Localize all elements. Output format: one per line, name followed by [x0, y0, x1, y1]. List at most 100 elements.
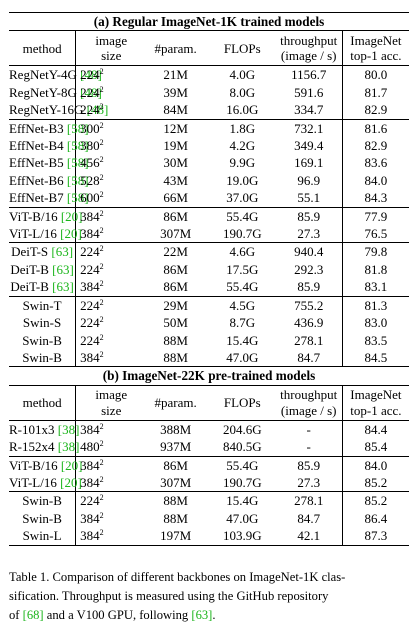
- params-cell: 88M: [163, 349, 188, 365]
- params-cell: 88M: [163, 332, 188, 348]
- method-name: EffNet-B5: [9, 155, 64, 171]
- throughput-cell: 169.1: [294, 155, 324, 171]
- citation-link[interactable]: [20]: [60, 226, 82, 242]
- image-size-cell: 3842: [75, 527, 143, 546]
- method-name: Swin-B: [22, 349, 62, 365]
- citation-link[interactable]: [38]: [57, 439, 80, 455]
- table-row: RegNetY-4G [48] 2242 21M 4.0G 1156.7 80.0: [9, 65, 409, 84]
- backbone-comparison-table: (a) Regular ImageNet-1K trained models me…: [9, 11, 409, 546]
- method-name: R-152x4: [9, 439, 55, 455]
- table-row: Swin-T 2242 29M 4.5G 755.2 81.3: [9, 295, 409, 315]
- flops-cell: 15.4G: [226, 332, 259, 348]
- table-caption: Table 1. Comparison of different backbon…: [9, 568, 409, 625]
- throughput-cell: 278.1: [294, 332, 324, 348]
- method-cell: Swin-B: [9, 349, 76, 367]
- caption-text: and a V100 GPU, following: [43, 608, 192, 622]
- throughput-cell: -: [306, 439, 311, 455]
- flops-cell: 47.0G: [226, 349, 259, 365]
- method-cell: RegNetY-16G [48]: [9, 101, 108, 119]
- throughput-cell: 591.6: [294, 84, 324, 100]
- table-row: ViT-B/16 [20] 3842 86M 55.4G 85.9 84.0: [9, 455, 409, 474]
- method-cell: EffNet-B4 [58]: [9, 137, 89, 154]
- method-cell: Swin-B: [9, 510, 76, 527]
- flops-cell: 1.8G: [208, 118, 276, 138]
- params-cell: 86M: [163, 261, 188, 277]
- accuracy-cell: 81.3: [341, 295, 409, 315]
- citation-link[interactable]: [68]: [22, 608, 44, 622]
- method-name: EffNet-B6: [9, 172, 64, 188]
- section-title: (b) ImageNet-22K pre-trained models: [9, 366, 409, 386]
- throughput-cell: -: [275, 419, 343, 439]
- accuracy-cell: 85.2: [341, 491, 409, 510]
- method-name: R-101x3: [9, 421, 55, 437]
- header-method: method: [22, 394, 62, 410]
- superscript-squared: 2: [99, 528, 104, 538]
- citation-link[interactable]: [38]: [57, 421, 80, 437]
- image-size-value: 384: [80, 457, 100, 473]
- table-row: DeiT-S [63] 2242 22M 4.6G 940.4 79.8: [9, 242, 409, 261]
- method-name: RegNetY-8G: [9, 84, 77, 100]
- throughput-cell: 334.7: [294, 102, 324, 118]
- table-row: Swin-B 2242 88M 15.4G 278.1 83.5: [9, 331, 409, 349]
- image-size-value: 380: [80, 138, 100, 154]
- citation-link[interactable]: [63]: [52, 279, 74, 295]
- header-accuracy: ImageNet top-1 acc.: [341, 30, 409, 66]
- accuracy-cell: 83.6: [341, 154, 409, 172]
- image-size-cell: 2242: [75, 83, 143, 102]
- method-cell: ViT-B/16 [20]: [9, 455, 83, 474]
- accuracy-cell: 82.9: [341, 101, 409, 120]
- params-cell: 937M: [160, 439, 192, 455]
- method-name: Swin-S: [22, 315, 62, 331]
- method-cell: ViT-B/16 [20]: [9, 206, 83, 226]
- image-size-value: 384: [80, 208, 100, 224]
- method-cell: DeiT-B [63]: [9, 261, 76, 278]
- throughput-cell: 85.9: [275, 455, 343, 474]
- caption-line-1: Table 1. Comparison of different backbon…: [9, 570, 346, 584]
- section-title: (a) Regular ImageNet-1K trained models: [9, 11, 409, 32]
- throughput-cell: 349.4: [294, 138, 324, 154]
- flops-cell: 8.7G: [229, 315, 256, 331]
- table-row: EffNet-B4 [58] 3802 19M 4.2G 349.4 82.9: [9, 137, 409, 155]
- image-size-cell: 2242: [75, 314, 143, 332]
- header-line: top-1 acc.: [350, 402, 402, 418]
- citation-link[interactable]: [63]: [52, 261, 74, 277]
- accuracy-cell: 85.2: [341, 473, 409, 492]
- superscript-squared: 2: [99, 474, 104, 484]
- flops-cell: 840.5G: [222, 439, 262, 455]
- image-size-value: 384: [80, 421, 100, 437]
- superscript-squared: 2: [99, 172, 104, 182]
- superscript-squared: 2: [99, 155, 104, 165]
- throughput-cell: 292.3: [294, 261, 324, 277]
- throughput-cell: 85.9: [297, 279, 321, 295]
- citation-link[interactable]: [63]: [191, 608, 213, 622]
- params-cell: 86M: [142, 206, 209, 226]
- method-name: EffNet-B7: [9, 190, 64, 206]
- citation-link[interactable]: [20]: [60, 457, 83, 473]
- header-line: size: [101, 48, 122, 64]
- flops-cell: 204.6G: [208, 419, 276, 439]
- image-size-cell: 3842: [75, 509, 143, 528]
- method-name: ViT-B/16: [9, 208, 58, 224]
- header-params: #param.: [154, 40, 197, 56]
- superscript-squared: 2: [99, 102, 104, 112]
- flops-cell: 9.9G: [229, 155, 256, 171]
- throughput-cell: 85.9: [275, 206, 343, 226]
- header-line: throughput: [280, 387, 338, 403]
- citation-link[interactable]: [20]: [60, 208, 83, 224]
- header-params: #param.: [154, 394, 197, 410]
- method-name: Swin-B: [22, 332, 62, 348]
- method-cell: EffNet-B3 [58]: [9, 118, 89, 138]
- header-throughput: throughput (image / s): [276, 31, 343, 66]
- superscript-squared: 2: [99, 190, 104, 200]
- superscript-squared: 2: [99, 493, 104, 503]
- citation-link[interactable]: [63]: [51, 244, 74, 260]
- flops-cell: 15.4G: [208, 491, 276, 510]
- image-size-cell: 2242: [75, 65, 143, 84]
- table-row: EffNet-B6 [58] 5282 43M 19.0G 96.9 84.0: [9, 171, 409, 190]
- accuracy-cell: 84.4: [341, 419, 409, 439]
- throughput-cell: 436.9: [294, 315, 324, 331]
- throughput-cell: 278.1: [275, 491, 343, 510]
- table-row: EffNet-B3 [58] 3002 12M 1.8G 732.1 81.6: [9, 118, 409, 138]
- citation-link[interactable]: [20]: [60, 474, 82, 490]
- image-size-cell: 6002: [75, 189, 143, 208]
